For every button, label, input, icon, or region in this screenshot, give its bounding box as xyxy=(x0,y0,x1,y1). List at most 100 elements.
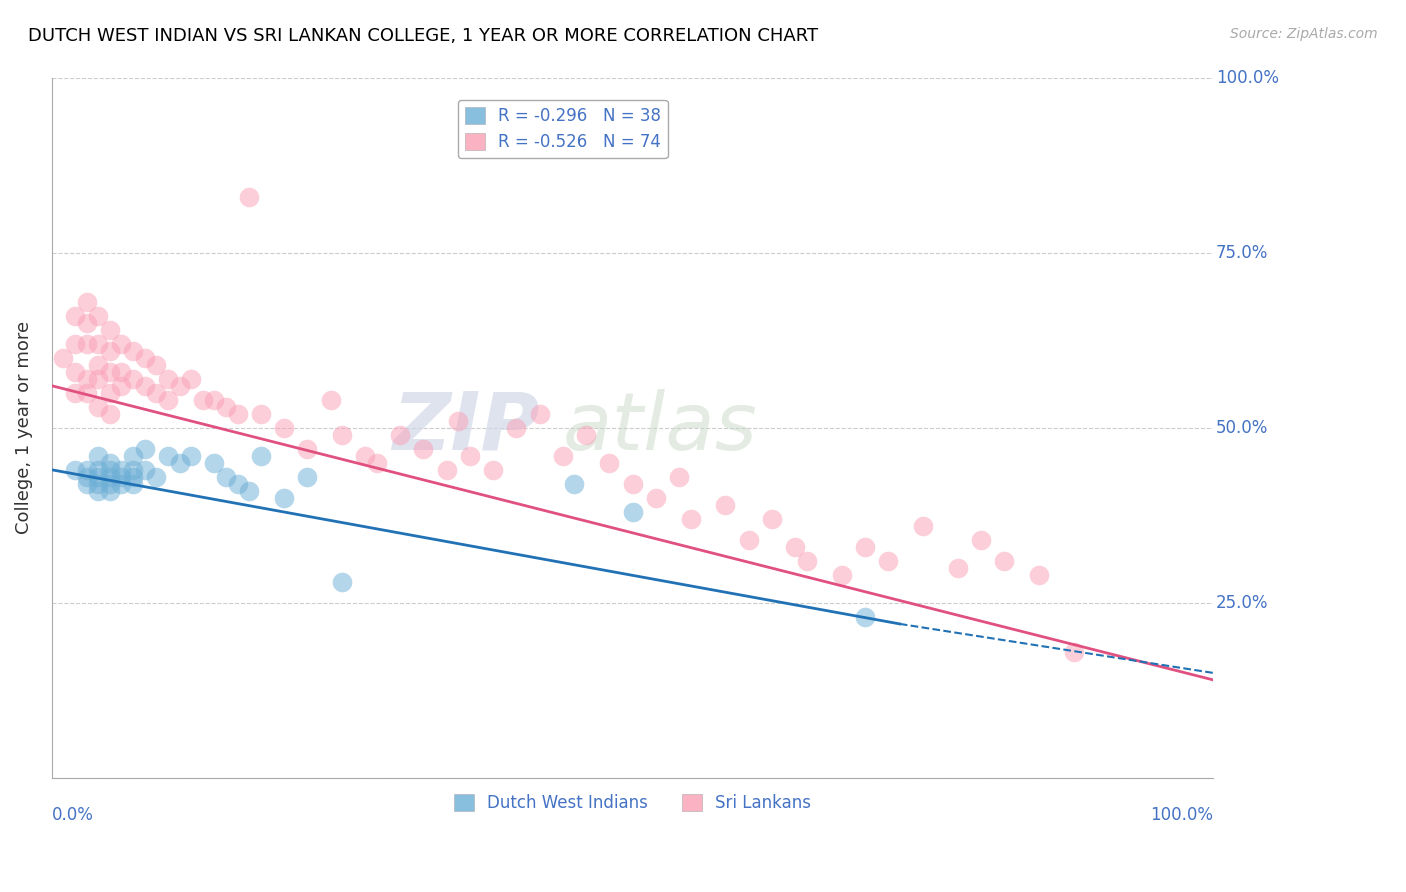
Text: ZIP: ZIP xyxy=(392,389,540,467)
Point xyxy=(110,378,132,392)
Point xyxy=(76,476,98,491)
Point xyxy=(52,351,75,365)
Point xyxy=(354,449,377,463)
Text: 100.0%: 100.0% xyxy=(1216,69,1278,87)
Point xyxy=(122,449,145,463)
Point xyxy=(738,533,761,547)
Point xyxy=(273,421,295,435)
Text: DUTCH WEST INDIAN VS SRI LANKAN COLLEGE, 1 YEAR OR MORE CORRELATION CHART: DUTCH WEST INDIAN VS SRI LANKAN COLLEGE,… xyxy=(28,27,818,45)
Point xyxy=(297,442,319,456)
Point xyxy=(87,358,110,372)
Point xyxy=(330,574,353,589)
Point xyxy=(122,372,145,386)
Point xyxy=(714,498,737,512)
Point xyxy=(134,442,156,456)
Point xyxy=(505,421,527,435)
Point xyxy=(1063,645,1085,659)
Point xyxy=(1028,567,1050,582)
Text: 0.0%: 0.0% xyxy=(52,806,94,824)
Point xyxy=(87,463,110,477)
Point xyxy=(226,476,249,491)
Point xyxy=(598,456,620,470)
Point xyxy=(436,463,458,477)
Point xyxy=(122,343,145,358)
Point xyxy=(76,372,98,386)
Point xyxy=(621,476,644,491)
Point xyxy=(122,470,145,484)
Point xyxy=(330,427,353,442)
Point xyxy=(389,427,412,442)
Point xyxy=(993,554,1015,568)
Point xyxy=(76,294,98,309)
Point xyxy=(319,392,342,407)
Point xyxy=(76,385,98,400)
Point xyxy=(76,336,98,351)
Point xyxy=(238,189,260,203)
Point xyxy=(946,561,969,575)
Point xyxy=(63,365,86,379)
Point xyxy=(98,463,121,477)
Text: atlas: atlas xyxy=(562,389,758,467)
Point xyxy=(98,407,121,421)
Point xyxy=(63,336,86,351)
Point xyxy=(621,505,644,519)
Point xyxy=(877,554,900,568)
Point xyxy=(122,476,145,491)
Point xyxy=(366,456,388,470)
Point xyxy=(644,491,666,505)
Point xyxy=(169,456,191,470)
Point xyxy=(63,463,86,477)
Point xyxy=(679,512,702,526)
Text: 50.0%: 50.0% xyxy=(1216,418,1268,437)
Point xyxy=(63,385,86,400)
Point xyxy=(796,554,818,568)
Point xyxy=(110,365,132,379)
Point xyxy=(551,449,574,463)
Point xyxy=(87,449,110,463)
Point xyxy=(191,392,214,407)
Point xyxy=(145,385,167,400)
Point xyxy=(76,463,98,477)
Point xyxy=(87,476,110,491)
Point xyxy=(226,407,249,421)
Point xyxy=(215,400,238,414)
Point xyxy=(98,385,121,400)
Point xyxy=(63,309,86,323)
Point xyxy=(98,470,121,484)
Point xyxy=(134,378,156,392)
Point xyxy=(250,407,273,421)
Point xyxy=(250,449,273,463)
Point xyxy=(911,518,934,533)
Point xyxy=(76,316,98,330)
Text: 25.0%: 25.0% xyxy=(1216,594,1268,612)
Point xyxy=(238,483,260,498)
Point xyxy=(87,372,110,386)
Point xyxy=(87,470,110,484)
Point xyxy=(970,533,993,547)
Point xyxy=(87,309,110,323)
Point xyxy=(297,470,319,484)
Point xyxy=(134,351,156,365)
Point xyxy=(110,463,132,477)
Point xyxy=(110,470,132,484)
Point xyxy=(98,476,121,491)
Point xyxy=(215,470,238,484)
Point xyxy=(134,463,156,477)
Point xyxy=(853,610,876,624)
Point xyxy=(447,414,470,428)
Point xyxy=(145,358,167,372)
Point xyxy=(180,372,202,386)
Point xyxy=(529,407,551,421)
Point xyxy=(156,449,179,463)
Point xyxy=(169,378,191,392)
Point xyxy=(202,392,225,407)
Point xyxy=(98,323,121,337)
Text: 100.0%: 100.0% xyxy=(1150,806,1213,824)
Point xyxy=(458,449,481,463)
Y-axis label: College, 1 year or more: College, 1 year or more xyxy=(15,321,32,534)
Point xyxy=(785,540,807,554)
Text: Source: ZipAtlas.com: Source: ZipAtlas.com xyxy=(1230,27,1378,41)
Point xyxy=(156,392,179,407)
Point xyxy=(98,365,121,379)
Text: 75.0%: 75.0% xyxy=(1216,244,1268,261)
